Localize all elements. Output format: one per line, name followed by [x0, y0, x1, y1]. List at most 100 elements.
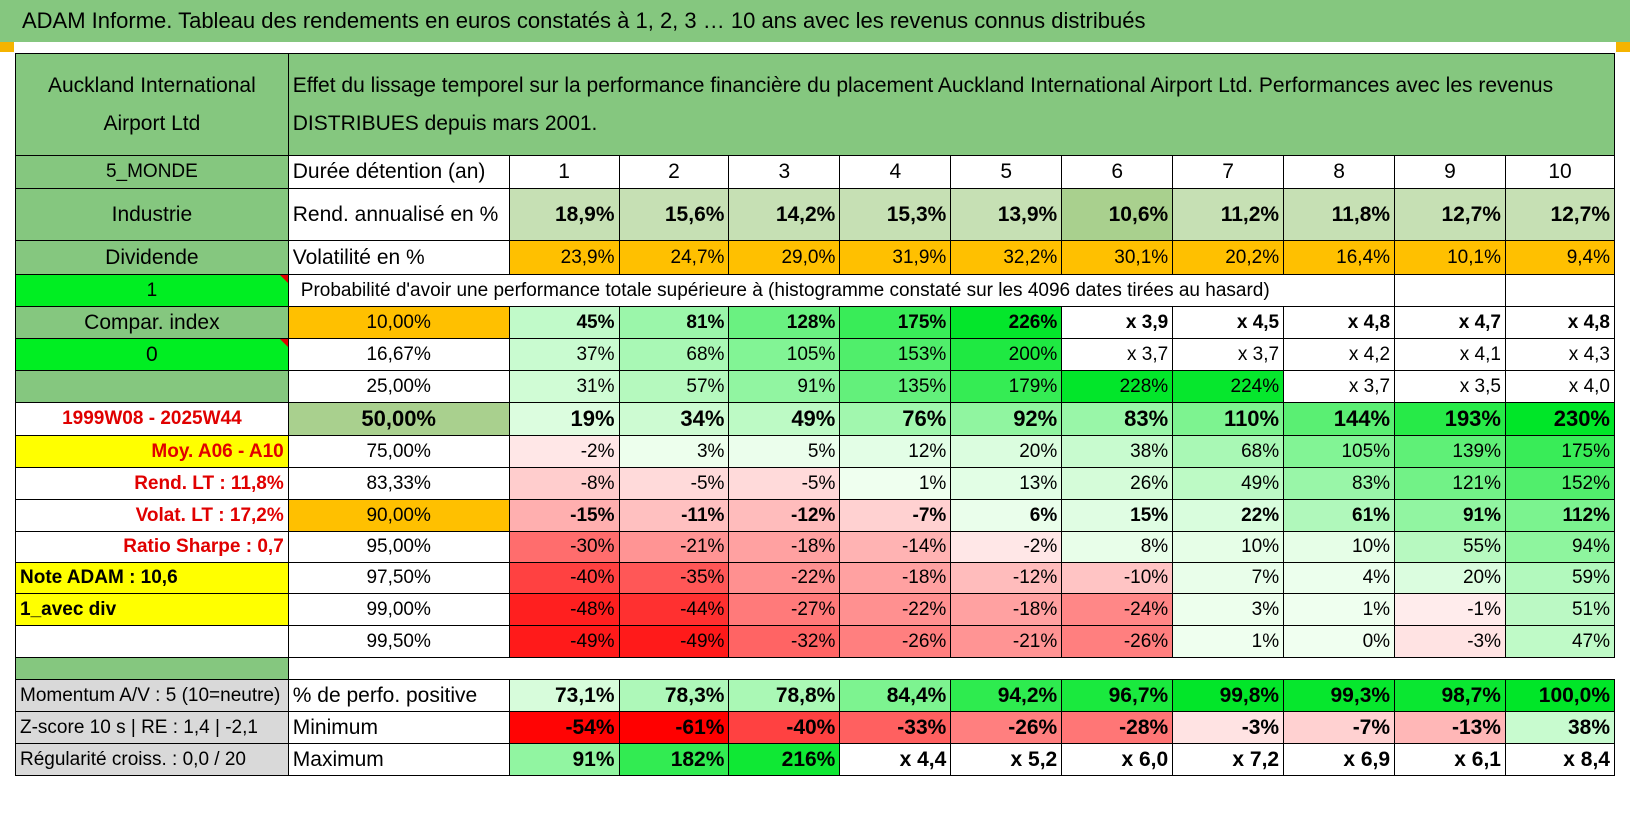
- volatility-value: 30,1%: [1061, 240, 1174, 275]
- positive-share-value: 94,2%: [950, 679, 1063, 712]
- probability-value: 19%: [508, 402, 620, 436]
- report-title: ADAM Informe. Tableau des rendements en …: [0, 0, 1630, 42]
- maximum-value: x 8,4: [1504, 743, 1616, 776]
- probability-threshold: 83,33%: [287, 467, 510, 500]
- positive-share-value: 84,4%: [839, 679, 952, 712]
- probability-value: 92%: [950, 402, 1063, 436]
- probability-row: Rend. LT : 11,8% 83,33% -8% -5% -5% 1% 13% 26% 4…: [15, 467, 1616, 500]
- probability-value: -5%: [728, 467, 841, 500]
- probability-value: -27%: [728, 593, 841, 626]
- probability-value: 1%: [1172, 625, 1285, 658]
- probability-value: 128%: [728, 306, 841, 339]
- probability-value: 26%: [1061, 467, 1174, 500]
- asset-description: Effet du lissage temporel sur la perform…: [287, 53, 1616, 156]
- probability-value: 20%: [1394, 562, 1506, 594]
- probability-value: -35%: [618, 562, 730, 594]
- positive-share-label: % de perfo. positive: [287, 679, 510, 712]
- compar-index-label: Compar. index: [15, 306, 289, 339]
- probability-value: 105%: [1283, 435, 1396, 468]
- probability-value: -18%: [728, 531, 841, 563]
- probability-value: 5%: [728, 435, 841, 468]
- probability-threshold: 10,00%: [287, 306, 510, 339]
- probability-value: 230%: [1504, 402, 1616, 436]
- probability-value: 15%: [1061, 499, 1174, 532]
- momentum-label: Momentum A/V : 5 (10=neutre): [15, 679, 289, 712]
- minimum-value: -33%: [839, 711, 952, 744]
- probability-row: Note ADAM : 10,6 97,50% -40% -35% -22% -18% -1…: [15, 562, 1616, 594]
- probability-value: -49%: [508, 625, 620, 658]
- probability-row: 25,00% 31% 57% 91% 135% 179% 228% 224% x 3,7 x 3,…: [15, 370, 1616, 403]
- blank-label: [15, 370, 289, 403]
- probability-value: 68%: [1172, 435, 1285, 468]
- probability-value: 175%: [839, 306, 952, 339]
- positive-share-value: 78,8%: [728, 679, 841, 712]
- maximum-value: x 6,1: [1394, 743, 1506, 776]
- volatility-value: 24,7%: [618, 240, 730, 275]
- probability-value: -22%: [839, 593, 952, 626]
- probability-value: -40%: [508, 562, 620, 594]
- maximum-value: x 5,2: [950, 743, 1063, 776]
- probability-value: x 4,8: [1283, 306, 1396, 339]
- probability-threshold: 97,50%: [287, 562, 510, 594]
- probability-value: 94%: [1504, 531, 1616, 563]
- probability-value: 1%: [1283, 593, 1396, 626]
- probability-threshold: 95,00%: [287, 531, 510, 563]
- header-row: Auckland International Airport Ltd Effet …: [15, 53, 1616, 156]
- positive-share-value: 78,3%: [618, 679, 730, 712]
- maximum-value: x 6,0: [1061, 743, 1174, 776]
- period-label: 1999W08 - 2025W44: [15, 402, 289, 436]
- probability-value: -18%: [839, 562, 952, 594]
- volatility-value: 20,2%: [1172, 240, 1285, 275]
- probability-value: 0%: [1283, 625, 1396, 658]
- probability-value: 91%: [728, 370, 841, 403]
- probability-value: -24%: [1061, 593, 1174, 626]
- long-term-return-label: Rend. LT : 11,8%: [15, 467, 289, 500]
- probability-value: -15%: [508, 499, 620, 532]
- probability-row: 1999W08 - 2025W44 50,00% 19% 34% 49% 76% 92% 83…: [15, 402, 1616, 436]
- minimum-value: -40%: [728, 711, 841, 744]
- probability-value: 144%: [1283, 402, 1396, 436]
- minimum-value: -61%: [618, 711, 730, 744]
- probability-value: 31%: [508, 370, 620, 403]
- minimum-row: Z-score 10 s | RE : 1,4 | -2,1 Minimum -54…: [15, 711, 1616, 744]
- probability-value: -1%: [1394, 593, 1506, 626]
- probability-value: 4%: [1283, 562, 1396, 594]
- probability-value: 112%: [1504, 499, 1616, 532]
- annualized-return-value: 13,9%: [950, 188, 1063, 241]
- annualized-return-row: Industrie Rend. annualisé en % 18,9% 15,6% 1…: [15, 188, 1616, 241]
- positive-share-value: 99,8%: [1172, 679, 1285, 712]
- probability-value: x 4,3: [1504, 338, 1616, 371]
- probability-value: -32%: [728, 625, 841, 658]
- probability-value: -26%: [839, 625, 952, 658]
- minimum-value: -28%: [1061, 711, 1174, 744]
- with-dividend-label: 1_avec div: [15, 593, 289, 626]
- probability-threshold: 99,50%: [287, 625, 510, 658]
- probability-row: 0 16,67% 37% 68% 105% 153% 200% x 3,7 x 3,7 x 4,2…: [15, 338, 1616, 371]
- positive-share-row: Momentum A/V : 5 (10=neutre)% de perfo. …: [15, 679, 1616, 712]
- probability-value: 83%: [1061, 402, 1174, 436]
- probability-value: 20%: [950, 435, 1063, 468]
- annualized-return-value: 10,6%: [1061, 188, 1174, 241]
- probability-threshold: 50,00%: [287, 402, 510, 436]
- probability-value: 179%: [950, 370, 1063, 403]
- probability-threshold: 25,00%: [287, 370, 510, 403]
- probability-threshold: 90,00%: [287, 499, 510, 532]
- probability-value: -48%: [508, 593, 620, 626]
- probability-value: 8%: [1061, 531, 1174, 563]
- year-header: 6: [1061, 155, 1174, 189]
- probability-value: x 4,5: [1172, 306, 1285, 339]
- probability-value: 3%: [618, 435, 730, 468]
- probability-value: 3%: [1172, 593, 1285, 626]
- probability-value: 76%: [839, 402, 952, 436]
- probability-value: -22%: [728, 562, 841, 594]
- volatility-value: 29,0%: [728, 240, 841, 275]
- probability-value: x 4,8: [1504, 306, 1616, 339]
- probability-value: 59%: [1504, 562, 1616, 594]
- volatility-label: Volatilité en %: [287, 240, 510, 275]
- volatility-value: 16,4%: [1283, 240, 1396, 275]
- probability-value: 22%: [1172, 499, 1285, 532]
- probability-value: -44%: [618, 593, 730, 626]
- probability-row: Ratio Sharpe : 0,7 95,00% -30% -21% -18% -14%…: [15, 531, 1616, 563]
- annualized-return-value: 15,6%: [618, 188, 730, 241]
- spacer-row: [15, 657, 1615, 680]
